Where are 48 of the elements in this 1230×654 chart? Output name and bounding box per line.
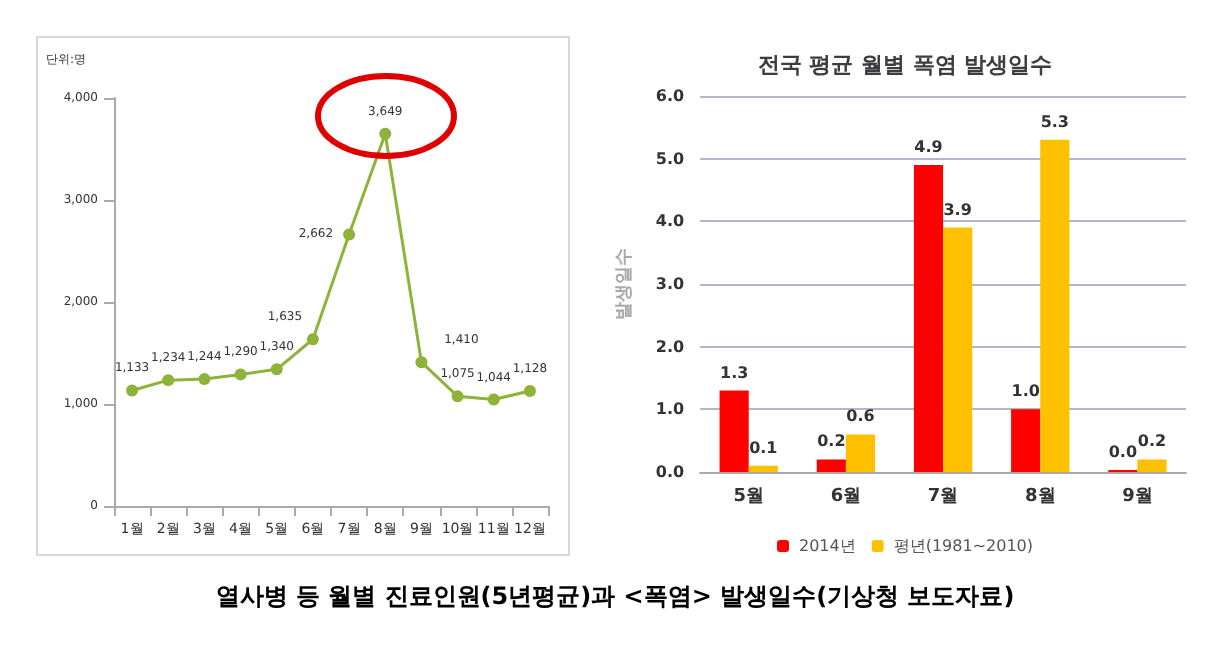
data-label: 0.6 [846, 407, 876, 426]
data-label: 0.0 [1108, 443, 1138, 461]
bar [1040, 139, 1070, 472]
data-label: 1.3 [719, 363, 749, 382]
bar [719, 390, 749, 472]
bar [913, 164, 944, 472]
point [198, 373, 211, 386]
x-tick-label: 9월 [1122, 487, 1153, 507]
y-tick-label: 6.0 [655, 87, 686, 105]
point [451, 390, 464, 403]
data-label: 4.9 [914, 137, 944, 156]
bar [943, 227, 973, 472]
bar [845, 434, 876, 472]
bar [1137, 459, 1167, 472]
y-tick-label: 4.0 [655, 212, 686, 231]
data-label: 0.2 [817, 432, 846, 451]
point [234, 368, 247, 381]
point [270, 363, 283, 376]
data-label: 5.3 [1040, 112, 1069, 131]
point [343, 228, 356, 241]
x-tick-label: 7월 [927, 487, 959, 507]
x-tick-label: 6월 [830, 487, 862, 507]
legend-label: 평년(1981~2010) [893, 537, 1034, 555]
data-label: 1.0 [1011, 382, 1041, 401]
y-tick-label: 0.0 [655, 463, 686, 481]
point [415, 356, 428, 369]
x-tick-label: 8월 [1024, 487, 1056, 507]
point [487, 393, 500, 406]
data-label: 0.1 [749, 438, 779, 457]
data-label: 0.2 [1137, 432, 1167, 451]
y-tick-label: 3.0 [655, 275, 686, 293]
point [162, 374, 175, 387]
point [523, 384, 536, 397]
legend-label: 2014년 [798, 537, 856, 555]
bar [1011, 409, 1041, 472]
bar [816, 459, 846, 472]
bar [748, 465, 778, 472]
point [126, 384, 139, 397]
point [306, 333, 319, 346]
data-label: 3.9 [943, 200, 973, 219]
text: 열사병 등 월별 진료인원(5년평균)과 <폭염> 발생일수(기상청 보도자료) [213, 580, 1017, 614]
y-axis-title: 발생일수 [615, 248, 635, 320]
y-tick-label: 2.0 [655, 337, 686, 356]
y-tick-label: 5.0 [655, 149, 686, 168]
x-tick-label: 5월 [733, 487, 764, 507]
y-tick-label: 1.0 [655, 400, 686, 419]
chart-title: 전국 평균 월별 폭염 발생일수 [757, 52, 1053, 78]
point [379, 127, 392, 140]
